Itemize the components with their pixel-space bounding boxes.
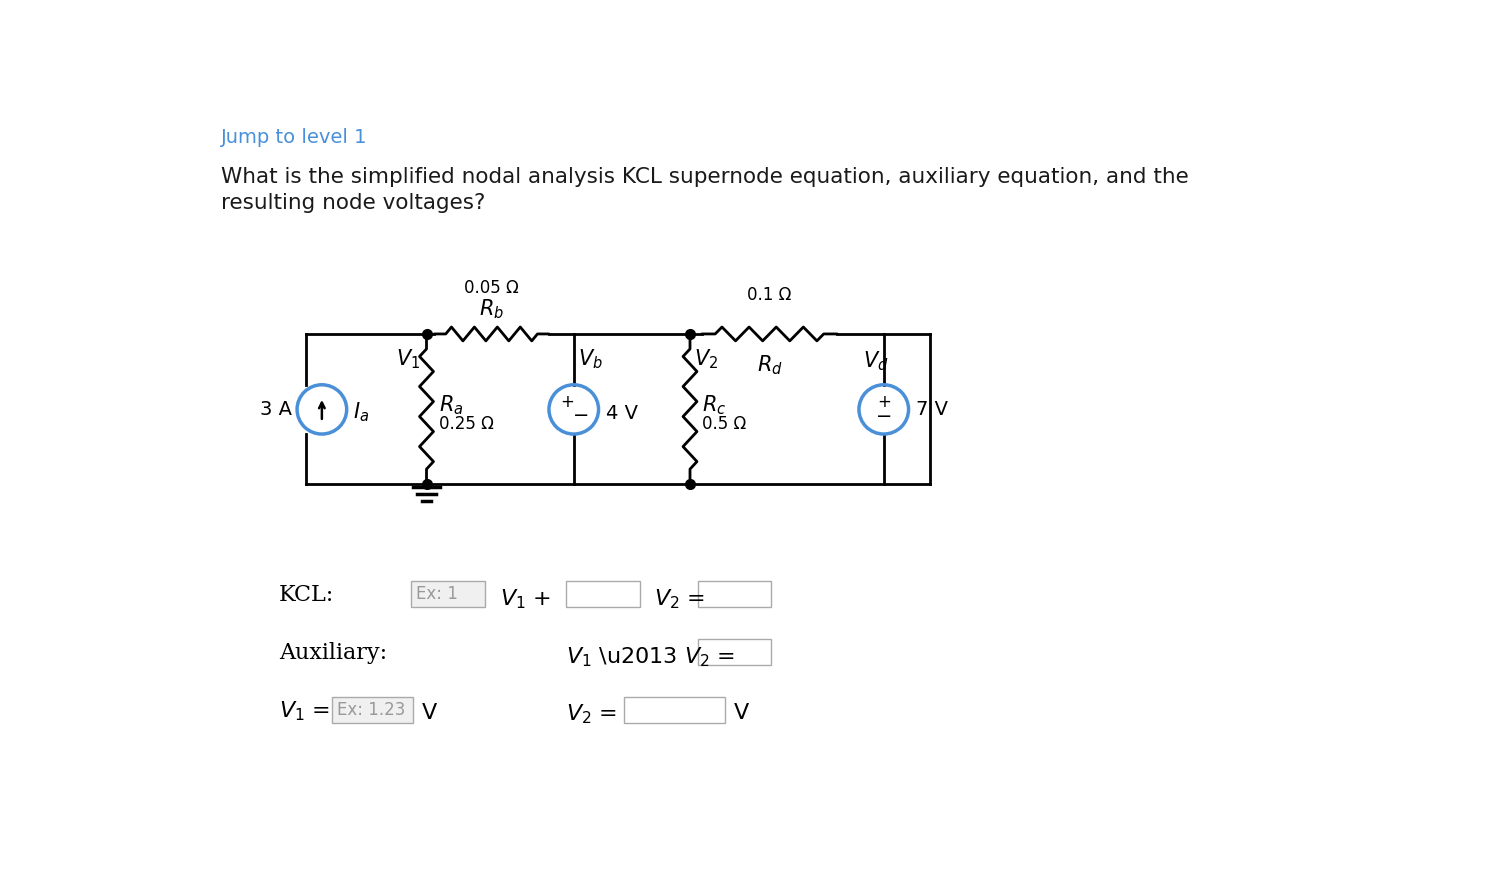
Text: What is the simplified nodal analysis KCL supernode equation, auxiliary equation: What is the simplified nodal analysis KC… [221, 166, 1189, 187]
Text: $V_b$: $V_b$ [578, 348, 602, 371]
Text: $V_2$: $V_2$ [694, 348, 718, 371]
Text: $R_c$: $R_c$ [702, 393, 727, 417]
Text: 4 V: 4 V [606, 404, 638, 423]
Text: 7 V: 7 V [916, 400, 948, 419]
Text: $R_a$: $R_a$ [440, 393, 463, 417]
Text: $V_1$ \u2013 $V_2$ =: $V_1$ \u2013 $V_2$ = [566, 645, 735, 668]
Text: Auxiliary:: Auxiliary: [279, 642, 387, 664]
Text: $R_b$: $R_b$ [480, 297, 504, 321]
Text: 3 A: 3 A [261, 400, 292, 419]
Text: $V_1$ +: $V_1$ + [501, 587, 551, 611]
FancyBboxPatch shape [697, 581, 772, 607]
Text: Ex: 1.23: Ex: 1.23 [337, 700, 405, 719]
Text: $V_2$ =: $V_2$ = [654, 587, 705, 611]
Text: $V_1$ =: $V_1$ = [279, 700, 331, 724]
Text: 0.25 Ω: 0.25 Ω [440, 416, 493, 433]
FancyBboxPatch shape [411, 581, 484, 607]
FancyBboxPatch shape [697, 639, 772, 665]
FancyBboxPatch shape [332, 697, 413, 723]
Text: V: V [735, 703, 749, 723]
FancyBboxPatch shape [624, 697, 724, 723]
FancyBboxPatch shape [566, 581, 639, 607]
Text: −: − [572, 406, 589, 425]
Text: 0.05 Ω: 0.05 Ω [465, 279, 519, 296]
Text: Jump to level 1: Jump to level 1 [221, 128, 368, 148]
Text: 0.5 Ω: 0.5 Ω [702, 416, 746, 433]
Text: $R_d$: $R_d$ [757, 353, 782, 376]
Text: Ex: 1: Ex: 1 [416, 586, 459, 603]
Text: $V_2$ =: $V_2$ = [566, 703, 617, 726]
Text: 0.1 Ω: 0.1 Ω [748, 287, 791, 304]
Text: +: + [876, 392, 891, 410]
Text: $I_a$: $I_a$ [353, 400, 370, 425]
Text: $V_d$: $V_d$ [863, 350, 890, 373]
Text: +: + [560, 393, 574, 411]
Text: V: V [422, 703, 437, 723]
Text: resulting node voltages?: resulting node voltages? [221, 193, 486, 213]
Text: $V_1$: $V_1$ [396, 348, 420, 371]
Text: KCL:: KCL: [279, 584, 334, 606]
Text: −: − [876, 407, 893, 425]
